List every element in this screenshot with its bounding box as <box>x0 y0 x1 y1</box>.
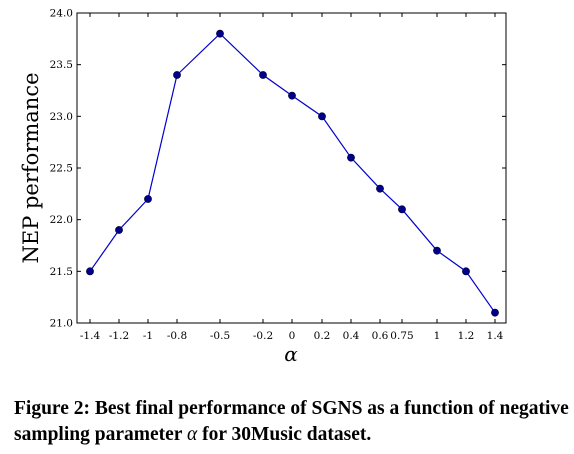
y-tick-label: 24.0 <box>50 8 73 20</box>
data-point <box>376 184 384 193</box>
x-tick-label: 0.75 <box>390 330 413 342</box>
y-tick-label: 21.0 <box>50 318 73 330</box>
x-tick-label: -1.2 <box>109 330 129 342</box>
chart-series <box>86 29 499 317</box>
y-tick-label: 23.5 <box>50 59 73 71</box>
data-point <box>259 71 267 79</box>
data-point <box>433 246 441 255</box>
x-tick-label: -0.8 <box>167 330 187 342</box>
data-point <box>86 267 94 276</box>
data-point <box>216 29 224 38</box>
x-tick-label: 0.2 <box>314 330 331 342</box>
data-point <box>398 205 406 214</box>
series-line <box>89 32 496 314</box>
x-axis-label: α <box>284 342 298 366</box>
y-tick-label: 23.0 <box>50 111 73 123</box>
x-tick-label: -1.4 <box>80 330 101 342</box>
data-point <box>288 91 296 100</box>
data-point <box>318 112 326 121</box>
x-tick-label: -0.2 <box>253 330 273 342</box>
data-point <box>347 153 355 162</box>
x-tick-label: 0.6 <box>372 330 389 342</box>
figure-caption: Figure 2: Best final performance of SGNS… <box>14 396 570 448</box>
x-tick-label: 0.4 <box>343 330 360 342</box>
x-tick-label: 1.2 <box>458 330 475 342</box>
x-tick-label: 0 <box>289 330 296 342</box>
plot-frame <box>76 12 507 324</box>
x-tick-label: -1 <box>143 330 153 342</box>
data-point <box>491 308 499 317</box>
y-tick-label: 21.5 <box>50 266 73 278</box>
y-tick-label: 22.5 <box>50 163 73 175</box>
x-tick-label: -0.5 <box>210 330 230 342</box>
data-point <box>462 267 470 276</box>
caption-prefix: Figure 2: Best final performance of SGNS… <box>14 398 569 445</box>
data-point <box>173 71 181 79</box>
y-tick-label: 22.0 <box>50 214 73 226</box>
x-tick-label: 1.4 <box>487 330 504 342</box>
y-axis-label: NEP performance <box>19 72 43 263</box>
chart-axes: 21.0 21.5 22.0 22.5 23.0 23.5 24.0 -1.4 -1.2 -1 -0… <box>50 8 507 342</box>
data-point <box>144 195 152 203</box>
x-tick-label: 1 <box>434 330 441 342</box>
caption-suffix: for 30Music dataset. <box>197 424 372 445</box>
caption-alpha-symbol: α <box>186 424 198 445</box>
data-point <box>115 226 123 234</box>
